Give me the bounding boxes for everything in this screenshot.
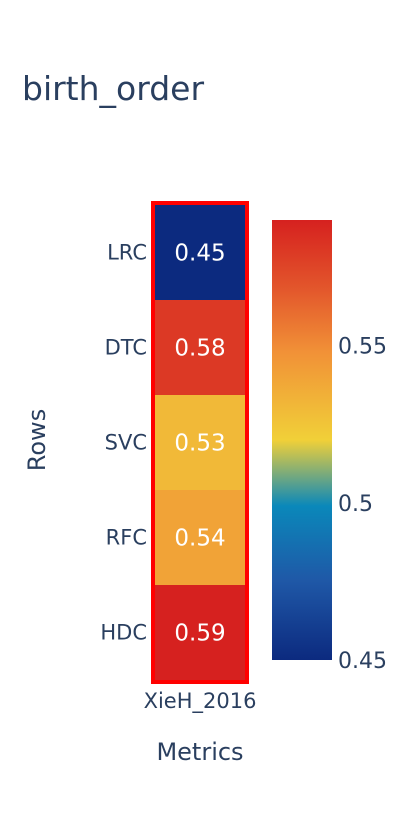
colorbar-tick-label: 0.55 [338,335,387,360]
x-tick-xieh_2016: XieH_2016 [144,689,257,714]
cell-value-rfc: 0.54 [174,526,225,552]
heatmap-cell-dtc [155,300,245,395]
colorbar [272,220,332,660]
heatmap-cell-hdc [155,585,245,680]
heatmap-cell-svc [155,395,245,490]
y-tick-lrc: LRC [107,241,147,265]
y-tick-svc: SVC [105,431,147,455]
y-tick-hdc: HDC [100,621,147,645]
heatmap-cell-lrc [155,205,245,300]
cell-value-dtc: 0.58 [174,336,225,362]
colorbar-ticks: 0.45 0.5 0.55 [338,335,387,674]
heatmap-cell-rfc [155,490,245,585]
y-tick-rfc: RFC [106,526,147,550]
y-tick-labels: LRC DTC SVC RFC HDC [100,241,147,645]
cell-value-lrc: 0.45 [174,241,225,267]
heatmap-cells [155,205,245,680]
heatmap-cell-labels: 0.45 0.58 0.53 0.54 0.59 [174,241,225,647]
cell-value-svc: 0.53 [174,431,225,457]
cell-value-hdc: 0.59 [174,621,225,647]
y-tick-dtc: DTC [105,336,147,360]
chart-title: birth_order [22,69,204,108]
colorbar-tick-label: 0.5 [338,492,373,517]
highlight-column-border [151,201,249,684]
y-axis-title: Rows [23,409,51,471]
colorbar-tick-label: 0.45 [338,649,387,674]
x-tick-labels: XieH_2016 [144,689,257,714]
x-axis-title: Metrics [156,738,243,766]
